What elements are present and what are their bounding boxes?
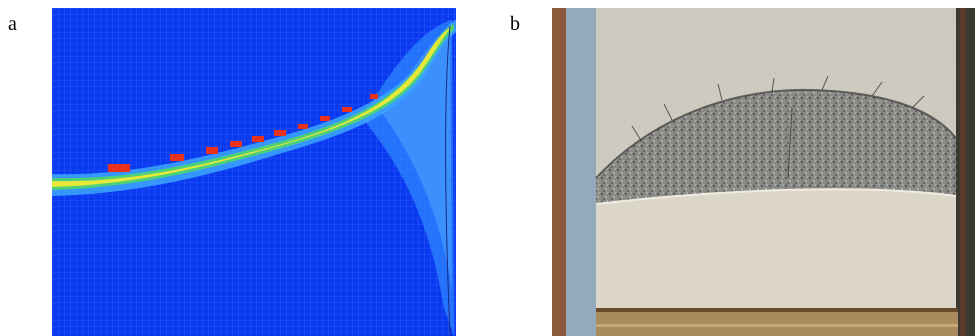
- crack-band-mid: [52, 24, 454, 190]
- stress-hotspots: [108, 94, 378, 172]
- left-frame: [552, 8, 566, 336]
- fe-contour-plot: [52, 8, 456, 336]
- crack-path: [445, 25, 451, 336]
- specimen-photo: [552, 8, 975, 336]
- left-steel-plate: [566, 8, 596, 336]
- panel-label-a: a: [8, 13, 17, 35]
- crack-fibers: [631, 75, 925, 179]
- fracture-zone: [596, 89, 956, 204]
- bottom-base: [596, 308, 958, 336]
- panel-label-b: b: [510, 13, 520, 35]
- concrete-lower: [596, 189, 956, 308]
